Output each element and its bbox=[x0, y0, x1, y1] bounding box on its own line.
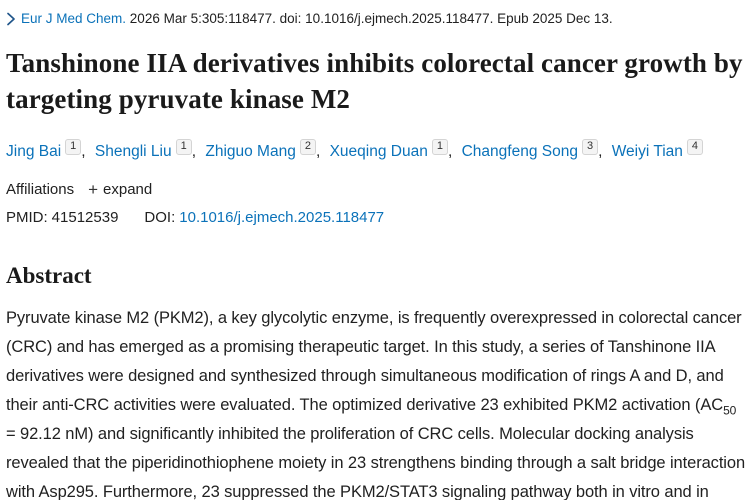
author-item: Zhiguo Mang 2 bbox=[205, 138, 316, 160]
pmid-label: PMID: bbox=[6, 208, 48, 226]
author-link[interactable]: Shengli Liu bbox=[94, 142, 172, 160]
journal-citation-line: Eur J Med Chem. 2026 Mar 5:305:118477. d… bbox=[6, 10, 744, 27]
abstract-heading: Abstract bbox=[6, 262, 92, 288]
expand-affiliations-button[interactable]: + expand bbox=[88, 180, 152, 200]
identifiers-row: PMID: 41512539 DOI: 10.1016/j.ejmech.2025.1… bbox=[6, 209, 744, 226]
author-item: Xueqing Duan 1 bbox=[329, 138, 448, 160]
abstract-text-part2: = 92.12 nM) and significantly inhibited … bbox=[6, 424, 746, 500]
affiliations-label: Affiliations bbox=[6, 181, 75, 199]
journal-link[interactable]: Eur J Med Chem. bbox=[21, 11, 127, 26]
author-item: Weiyi Tian 4 bbox=[611, 138, 704, 160]
citation-text: 2026 Mar 5:305:118477. doi: 10.1016/j.ej… bbox=[126, 11, 613, 26]
author-item: Jing Bai 1 bbox=[6, 138, 82, 160]
authors-list: Jing Bai 1, Shengli Liu 1, Zhiguo Mang 2, X… bbox=[6, 138, 744, 163]
doi-label: DOI: bbox=[144, 208, 176, 226]
author-separator: , bbox=[598, 142, 603, 160]
author-item: Shengli Liu 1 bbox=[94, 138, 192, 160]
affiliations-row: Affiliations + expand bbox=[6, 180, 744, 200]
abstract-subscript: 50 bbox=[723, 403, 737, 418]
affiliation-superscript[interactable]: 1 bbox=[431, 138, 448, 155]
author-link[interactable]: Jing Bai bbox=[6, 142, 62, 160]
article-title: Tanshinone IIA derivatives inhibits colo… bbox=[6, 48, 743, 114]
affiliation-superscript[interactable]: 1 bbox=[175, 138, 192, 155]
author-separator: , bbox=[447, 142, 453, 160]
author-separator: , bbox=[315, 142, 321, 160]
author-separator: , bbox=[191, 142, 197, 160]
author-link[interactable]: Changfeng Song bbox=[461, 142, 578, 160]
abstract-paragraph: Pyruvate kinase M2 (PKM2), a key glycoly… bbox=[6, 304, 746, 500]
affiliation-superscript[interactable]: 3 bbox=[581, 138, 599, 155]
affiliation-superscript[interactable]: 4 bbox=[686, 138, 704, 155]
abstract-text-part1: Pyruvate kinase M2 (PKM2), a key glycoly… bbox=[6, 308, 742, 414]
author-separator: , bbox=[81, 142, 86, 160]
author-link[interactable]: Weiyi Tian bbox=[611, 142, 683, 160]
doi-link[interactable]: 10.1016/j.ejmech.2025.118477 bbox=[179, 208, 385, 226]
author-item: Changfeng Song 3 bbox=[461, 138, 599, 160]
plus-icon: + bbox=[88, 179, 99, 199]
affiliation-superscript[interactable]: 1 bbox=[65, 138, 82, 155]
affiliation-superscript[interactable]: 2 bbox=[299, 138, 316, 155]
author-link[interactable]: Xueqing Duan bbox=[329, 142, 428, 160]
chevron-right-icon bbox=[6, 12, 16, 26]
expand-label: expand bbox=[103, 181, 153, 199]
author-link[interactable]: Zhiguo Mang bbox=[205, 142, 296, 160]
pmid-value: 41512539 bbox=[51, 208, 119, 226]
